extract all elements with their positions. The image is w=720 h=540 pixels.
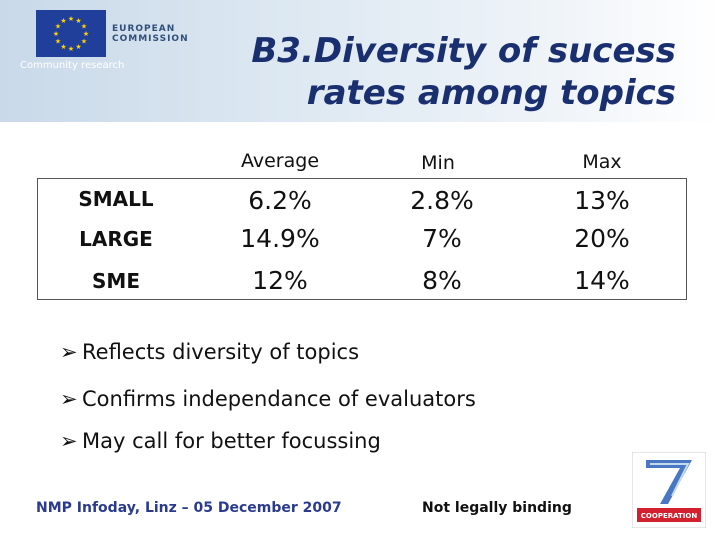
eu-star-icon: ★ — [75, 43, 81, 51]
eu-flag-icon: ★ ★ ★ ★ ★ ★ ★ ★ ★ ★ ★ ★ — [36, 10, 106, 57]
eu-star-icon: ★ — [60, 43, 66, 51]
bullet-item: ➢ Confirms independance of evaluators — [60, 387, 476, 411]
row-label-large: LARGE — [79, 227, 153, 251]
eu-star-icon: ★ — [60, 17, 66, 25]
cell-large-min: 7% — [422, 224, 462, 253]
column-header-max: Max — [582, 151, 622, 173]
arrow-bullet-icon: ➢ — [60, 340, 78, 364]
fp7-label: COOPERATION — [641, 512, 698, 520]
cell-small-max: 13% — [574, 186, 630, 215]
cell-sme-max: 14% — [574, 266, 630, 295]
footer-disclaimer: Not legally binding — [422, 500, 572, 516]
arrow-bullet-icon: ➢ — [60, 429, 78, 453]
logo-org-text: EUROPEAN COMMISSION — [112, 24, 189, 44]
cell-small-min: 2.8% — [410, 186, 474, 215]
column-header-average: Average — [240, 150, 320, 172]
column-header-min: Min — [421, 152, 455, 174]
eu-star-icon: ★ — [55, 38, 61, 46]
fp7-cooperation-logo: COOPERATION — [631, 451, 707, 529]
eu-star-icon: ★ — [53, 30, 59, 38]
eu-star-icon: ★ — [81, 38, 87, 46]
logo-subtitle: Community research — [20, 60, 125, 71]
title-line-1: B3.Diversity of sucess — [251, 31, 676, 71]
eu-star-icon: ★ — [68, 45, 74, 53]
cell-sme-average: 12% — [252, 266, 308, 295]
eu-star-icon: ★ — [75, 17, 81, 25]
arrow-bullet-icon: ➢ — [60, 387, 78, 411]
slide-title: B3.Diversity of sucess rates among topic… — [251, 30, 676, 114]
eu-star-icon: ★ — [55, 23, 61, 31]
cell-large-max: 20% — [574, 224, 630, 253]
eu-star-icon: ★ — [81, 23, 87, 31]
header-band — [0, 0, 720, 122]
eu-star-icon: ★ — [83, 30, 89, 38]
title-line-2: rates among topics — [306, 73, 676, 113]
row-label-small: SMALL — [78, 187, 154, 211]
cell-large-average: 14.9% — [240, 224, 320, 253]
european-commission-logo: ★ ★ ★ ★ ★ ★ ★ ★ ★ ★ ★ ★ EUROPEAN COMMISSION Communi… — [20, 10, 188, 71]
footer-event: NMP Infoday, Linz – 05 December 2007 — [36, 500, 342, 516]
eu-star-icon: ★ — [68, 15, 74, 23]
cell-small-average: 6.2% — [248, 186, 312, 215]
cell-sme-min: 8% — [422, 266, 462, 295]
bullet-item: ➢ Reflects diversity of topics — [60, 340, 360, 364]
rates-table — [37, 178, 687, 300]
row-label-sme: SME — [92, 269, 140, 293]
bullet-item: ➢ May call for better focussing — [60, 429, 381, 453]
